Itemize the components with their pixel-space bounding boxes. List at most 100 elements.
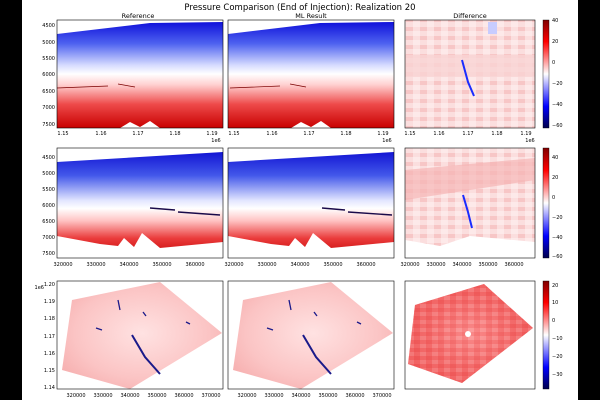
row3-reference-panel [57, 281, 223, 389]
row1-ml-field [228, 20, 394, 128]
row1-ytick-6: 7500 [42, 122, 55, 128]
row1-ytick-1: 5000 [42, 40, 55, 46]
row2-cbar-tick-4: −40 [552, 235, 563, 241]
row2-reference-top-void [57, 148, 223, 162]
row2-reference-axes [56, 147, 224, 259]
column-title-reference: Reference [122, 12, 155, 20]
row3-ref-xtick-3: 350000 [147, 393, 166, 399]
row2-ml-xtick-3: 350000 [323, 262, 342, 268]
row2-ml-top-void [228, 148, 394, 162]
row2-cbar-tick-2: 0 [552, 195, 555, 201]
row1-ytick-2: 5500 [42, 56, 55, 62]
row3-cbar-tick-1: 10 [552, 300, 558, 306]
row3-ref-xtick-1: 330000 [93, 393, 112, 399]
row3-ref-xtick-0: 320000 [66, 393, 85, 399]
row3-reference-axes [56, 280, 224, 390]
row1-ref-xtick-2: 1.17 [132, 131, 143, 137]
row2-ml-axes [227, 147, 395, 259]
row1-ref-xtick-1: 1.16 [95, 131, 106, 137]
row3-cbar-tick-3: −10 [552, 336, 563, 342]
row1-ml-panel [228, 20, 394, 128]
row3-ytick-3: 1.17 [44, 334, 55, 340]
row1-ml-xtick-0: 1.15 [228, 131, 239, 137]
row1-ref-xtick-0: 1.15 [57, 131, 68, 137]
row1-diff-xtick-4: 1.19 [520, 131, 531, 137]
row2-reference-panel [57, 148, 223, 258]
row1-difference-blue-patch [488, 22, 497, 34]
row1-cbar-tick-0: 40 [552, 18, 558, 24]
row2-ytick-6: 7500 [42, 251, 55, 257]
row1-x-ticks: 1.15 1.16 1.17 1.18 1.19 1.15 1.16 1.17 … [57, 131, 534, 144]
row1-colorbar [542, 19, 550, 129]
row3-x-ticks: 320000 330000 340000 350000 360000 37000… [66, 393, 391, 399]
row3-ml-xtick-3: 350000 [318, 393, 337, 399]
row1-difference-band [405, 55, 535, 77]
row1-cbar-tick-4: −40 [552, 102, 563, 108]
row3-reference-fault-marks [95, 299, 191, 331]
row1-ref-offset: 1e6 [211, 138, 220, 144]
row2-ml-xtick-1: 330000 [257, 262, 276, 268]
row3-ytick-5: 1.15 [44, 368, 55, 374]
row3-reference-domain [62, 282, 222, 389]
row2-difference-bottom-void [405, 236, 535, 258]
row2-ref-xtick-2: 340000 [119, 262, 138, 268]
row2-ml-xtick-0: 320000 [224, 262, 243, 268]
row2-colorbar [542, 147, 550, 259]
row1-reference-panel [56, 20, 223, 128]
row2-ref-xtick-1: 330000 [86, 262, 105, 268]
row2-ytick-5: 7000 [42, 235, 55, 241]
row3-colorbar [542, 280, 550, 390]
row2-ytick-0: 4500 [42, 155, 55, 161]
row3-reference-fault-streak [131, 334, 161, 375]
row3-ml-domain [233, 282, 393, 389]
row1-ytick-5: 7000 [42, 105, 55, 111]
row3-ytick-6: 1.14 [44, 385, 55, 391]
row2-x-ticks: 320000 330000 340000 350000 360000 32000… [53, 262, 523, 268]
row3-cbar-tick-0: 20 [552, 283, 558, 289]
row2-ref-xtick-4: 360000 [185, 262, 204, 268]
row2-ml-panel [228, 148, 394, 258]
row1-ml-xtick-3: 1.18 [340, 131, 351, 137]
row1-ml-offset: 1e6 [382, 138, 391, 144]
row2-diff-xtick-2: 340000 [452, 262, 471, 268]
row2-reference-layer-streak [149, 207, 221, 216]
row3-ytick-1: 1.19 [44, 299, 55, 305]
row2-ref-xtick-0: 320000 [53, 262, 72, 268]
row1-difference-axes [404, 19, 536, 129]
row1-diff-xtick-1: 1.16 [433, 131, 444, 137]
row3-ref-xtick-5: 370000 [201, 393, 220, 399]
row2-diff-xtick-1: 330000 [426, 262, 445, 268]
row1-diff-xtick-3: 1.18 [491, 131, 502, 137]
row3-cbar-tick-2: 0 [552, 318, 555, 324]
row1-cbar-tick-5: −60 [552, 123, 563, 129]
row1-reference-top-void [57, 20, 223, 34]
row3-cbar-tick-5: −30 [552, 372, 563, 378]
row2-ml-xtick-4: 360000 [356, 262, 375, 268]
row3-colorbar-ticks: 20 10 0 −10 −20 −30 [552, 283, 563, 378]
row2-ytick-2: 5500 [42, 187, 55, 193]
row1-ml-xtick-4: 1.19 [377, 131, 388, 137]
row2-cbar-tick-5: −60 [552, 254, 563, 260]
row1-reference-layer-streak [56, 83, 136, 89]
row3-ml-panel [228, 281, 394, 389]
row1-ml-axes [227, 19, 395, 129]
row2-cbar-tick-0: 40 [552, 155, 558, 161]
row2-ytick-4: 6500 [42, 219, 55, 225]
row2-difference-panel [405, 148, 535, 258]
row1-ytick-0: 4500 [42, 23, 55, 29]
row3-ytick-0: 1.20 [44, 282, 55, 288]
row2-ref-xtick-3: 350000 [152, 262, 171, 268]
row3-ml-xtick-2: 340000 [291, 393, 310, 399]
row1-ref-xtick-3: 1.18 [169, 131, 180, 137]
row2-diff-xtick-0: 320000 [400, 262, 419, 268]
row1-ref-xtick-4: 1.19 [206, 131, 217, 137]
row2-difference-band [405, 158, 535, 200]
row1-reference-axes [56, 19, 224, 129]
row3-ytick-4: 1.16 [44, 351, 55, 357]
figure-title: Pressure Comparison (End of Injection): … [184, 3, 415, 13]
row2-y-ticks: 4500 5000 5500 6000 6500 7000 7500 [42, 155, 55, 257]
row2-difference-anomaly [462, 194, 473, 229]
row3-ref-xtick-2: 340000 [120, 393, 139, 399]
